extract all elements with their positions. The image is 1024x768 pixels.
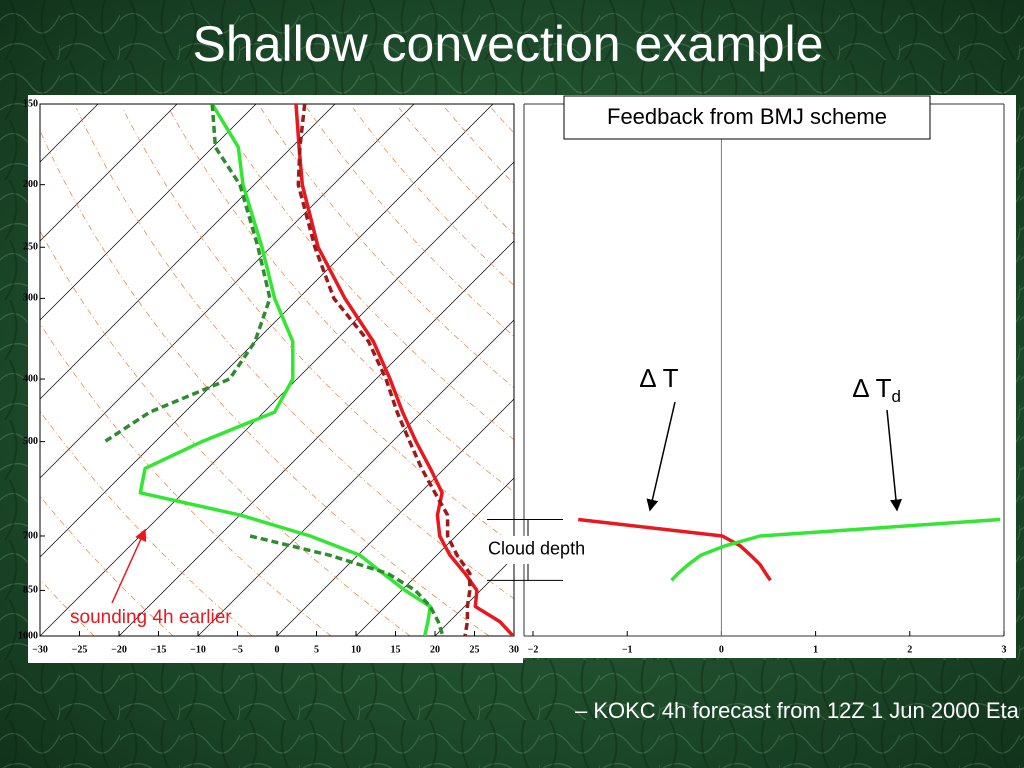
profile-line — [296, 104, 472, 636]
label-text: ∆ T — [853, 373, 892, 403]
footer: – KOKC 4h forecast from 12Z 1 Jun 2000 E… — [575, 698, 1024, 723]
x-tick-label: −25 — [72, 644, 88, 655]
x-tick-label: −10 — [190, 644, 206, 655]
isotherm — [197, 319, 514, 636]
x-tick-label: −15 — [151, 644, 167, 655]
profile-line — [578, 517, 772, 582]
dry-adiabat — [260, 107, 514, 389]
dry-adiabat — [122, 107, 514, 546]
y-tick-label: 1000 — [18, 630, 38, 641]
profile-line — [294, 104, 514, 636]
x-tick-label: −1 — [622, 644, 633, 655]
x-tick-label: 3 — [1002, 644, 1007, 655]
series-group — [103, 104, 514, 636]
y-tick-label: 300 — [23, 293, 38, 304]
cloud-label-bg — [484, 535, 612, 564]
x-tick-label: 15 — [391, 644, 401, 655]
isotherm — [276, 398, 514, 636]
y-tick-label: 400 — [23, 373, 38, 384]
isotherm — [40, 104, 257, 321]
y-tick-label: 850 — [23, 585, 38, 596]
dry-adiabat — [168, 107, 514, 493]
x-tick-label: 2 — [907, 644, 912, 655]
y-tick-label: 200 — [23, 179, 38, 190]
dry-adiabat — [40, 322, 332, 636]
annotation: sounding 4h earlier — [70, 607, 232, 628]
y-tick-label: 250 — [23, 242, 38, 253]
x-tick-label: −2 — [528, 644, 539, 655]
title-box — [563, 95, 931, 140]
profile-line — [670, 517, 1001, 582]
isotherm — [40, 104, 494, 558]
chart: −30 −25 −20 −15 −10 −5 0 5 10 15 20 25 30 150 200 250 30… — [18, 98, 519, 655]
chart-title: Feedback from BMJ scheme — [607, 104, 887, 129]
annotation-arrow — [111, 528, 147, 604]
charts: −30 −25 −20 −15 −10 −5 0 5 10 15 20 25 3015020025030… — [18, 95, 1007, 655]
x-tick-label: 25 — [470, 644, 480, 655]
x-tick-label: −20 — [111, 644, 127, 655]
slide-title: Shallow convection example — [193, 16, 824, 72]
y-tick-label: 700 — [23, 530, 38, 541]
x-tick-label: 10 — [351, 644, 361, 655]
x-tick-label: 30 — [509, 644, 519, 655]
cloud-label: Cloud depth — [488, 539, 585, 559]
x-tick-label: −5 — [232, 644, 243, 655]
x-tick-label: 0 — [275, 644, 280, 655]
isotherm — [40, 104, 178, 242]
arrow — [646, 401, 676, 512]
dry-adiabat — [40, 129, 490, 636]
arrow — [886, 409, 902, 512]
y-tick-label: 150 — [23, 98, 38, 109]
right-panel — [522, 95, 1016, 658]
profile-line — [138, 104, 433, 636]
y-tick-label: 500 — [23, 436, 38, 447]
dry-adiabat — [398, 107, 514, 236]
delta-td-label: ∆ Td — [853, 373, 901, 407]
delta-t-label: ∆ T — [640, 363, 679, 393]
isotherm — [40, 104, 415, 479]
series-group — [578, 517, 1001, 582]
x-tick-label: 5 — [314, 644, 319, 655]
dry-adiabat — [40, 230, 411, 636]
isotherm — [40, 161, 514, 636]
skewt-background — [40, 104, 514, 636]
x-tick-label: 1 — [813, 644, 818, 655]
x-tick-label: −30 — [32, 644, 48, 655]
x-tick-label: 0 — [719, 644, 724, 655]
label-subscript: d — [892, 387, 901, 406]
left-panel — [28, 95, 523, 663]
dry-adiabat — [214, 107, 514, 441]
x-tick-label: 20 — [430, 644, 440, 655]
profile-line — [103, 104, 445, 636]
